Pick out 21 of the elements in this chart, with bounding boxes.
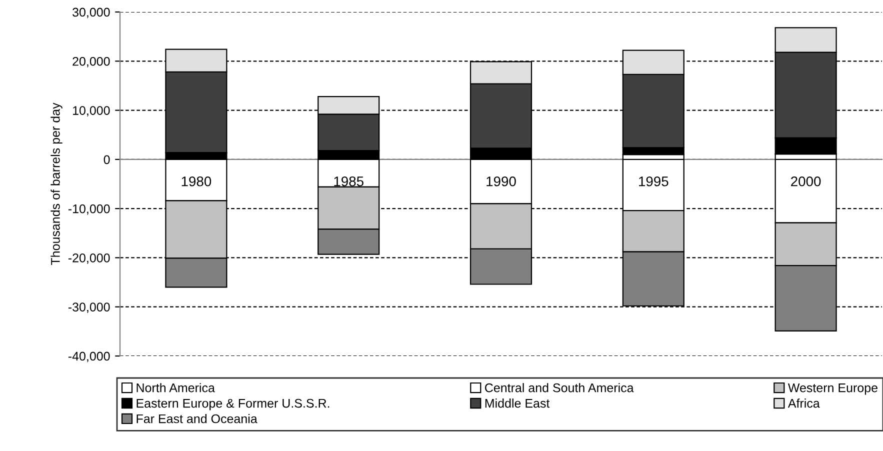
y-axis-title: Thousands of barrels per day [50,102,62,266]
y-tick-label: 30,000 [72,8,110,18]
x-tick-label: 1995 [639,176,668,186]
y-tick-label: -30,000 [68,302,110,313]
y-tick-label: 20,000 [72,56,110,68]
y-tick-label: -40,000 [68,352,110,362]
legend-label: Africa [788,398,820,408]
x-tick-label: 1985 [334,176,364,186]
y-tick-label: -20,000 [68,254,110,264]
y-tick-label: 10,000 [73,106,110,116]
legend-label: Eastern Europe & Former U.S.S.R. [136,398,330,410]
legend-label: Middle East [485,398,550,408]
legend-label: Far East and Oceania [136,414,258,424]
y-tick-label: 0 [104,155,110,164]
x-tick-label: 1980 [182,176,212,186]
legend-label: Western Europe [788,384,878,395]
y-tick-label: -10,000 [68,204,110,215]
legend-label: Central and South America [485,383,634,392]
legend-label: North America [136,383,215,392]
x-tick-label: 2000 [791,176,821,186]
x-tick-label: 1990 [486,176,516,186]
